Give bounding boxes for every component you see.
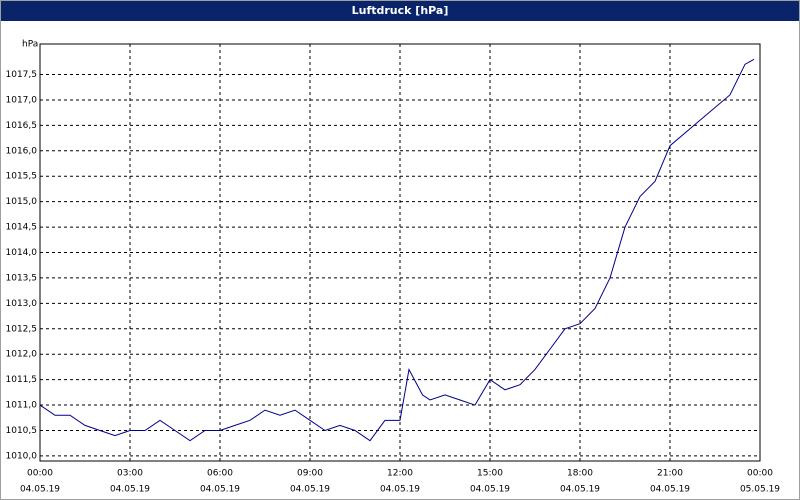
x-tick-date: 05.05.19: [740, 485, 780, 495]
y-tick-label: 1011,0: [6, 401, 38, 411]
y-tick-label: 1015,0: [6, 197, 38, 207]
x-tick-label: 00:00: [747, 469, 773, 479]
x-tick-label: 12:00: [387, 469, 413, 479]
x-tick-date: 04.05.19: [200, 485, 240, 495]
x-tick-label: 06:00: [207, 469, 233, 479]
y-tick-label: 1010,0: [6, 451, 38, 461]
y-tick-label: 1014,5: [6, 223, 38, 233]
title-bar: Luftdruck [hPa]: [1, 1, 799, 21]
x-tick-label: 21:00: [657, 469, 683, 479]
y-axis-label: hPa: [22, 40, 38, 50]
y-tick-label: 1011,5: [6, 375, 38, 385]
x-tick-label: 15:00: [477, 469, 503, 479]
y-tick-label: 1016,5: [6, 121, 38, 131]
y-tick-label: 1013,5: [6, 273, 38, 283]
pressure-line: [39, 58, 755, 442]
x-tick-label: 00:00: [27, 469, 53, 479]
y-tick-label: 1017,0: [6, 95, 38, 105]
x-tick-date: 04.05.19: [20, 485, 60, 495]
x-tick-date: 04.05.19: [470, 485, 510, 495]
y-tick-label: 1013,0: [6, 299, 38, 309]
x-tick-date: 04.05.19: [290, 485, 330, 495]
y-tick-label: 1015,5: [6, 172, 38, 182]
x-tick-label: 18:00: [567, 469, 593, 479]
x-tick-date: 04.05.19: [560, 485, 600, 495]
y-tick-label: 1014,0: [6, 248, 38, 258]
x-tick-date: 04.05.19: [110, 485, 150, 495]
x-tick-label: 09:00: [297, 469, 323, 479]
y-tick-label: 1016,0: [6, 146, 38, 156]
y-tick-label: 1010,5: [6, 426, 38, 436]
x-tick-label: 03:00: [117, 469, 143, 479]
y-tick-label: 1017,5: [6, 70, 38, 80]
y-tick-label: 1012,0: [6, 350, 38, 360]
y-tick-label: 1012,5: [6, 324, 38, 334]
x-tick-date: 04.05.19: [650, 485, 690, 495]
x-tick-date: 04.05.19: [380, 485, 420, 495]
